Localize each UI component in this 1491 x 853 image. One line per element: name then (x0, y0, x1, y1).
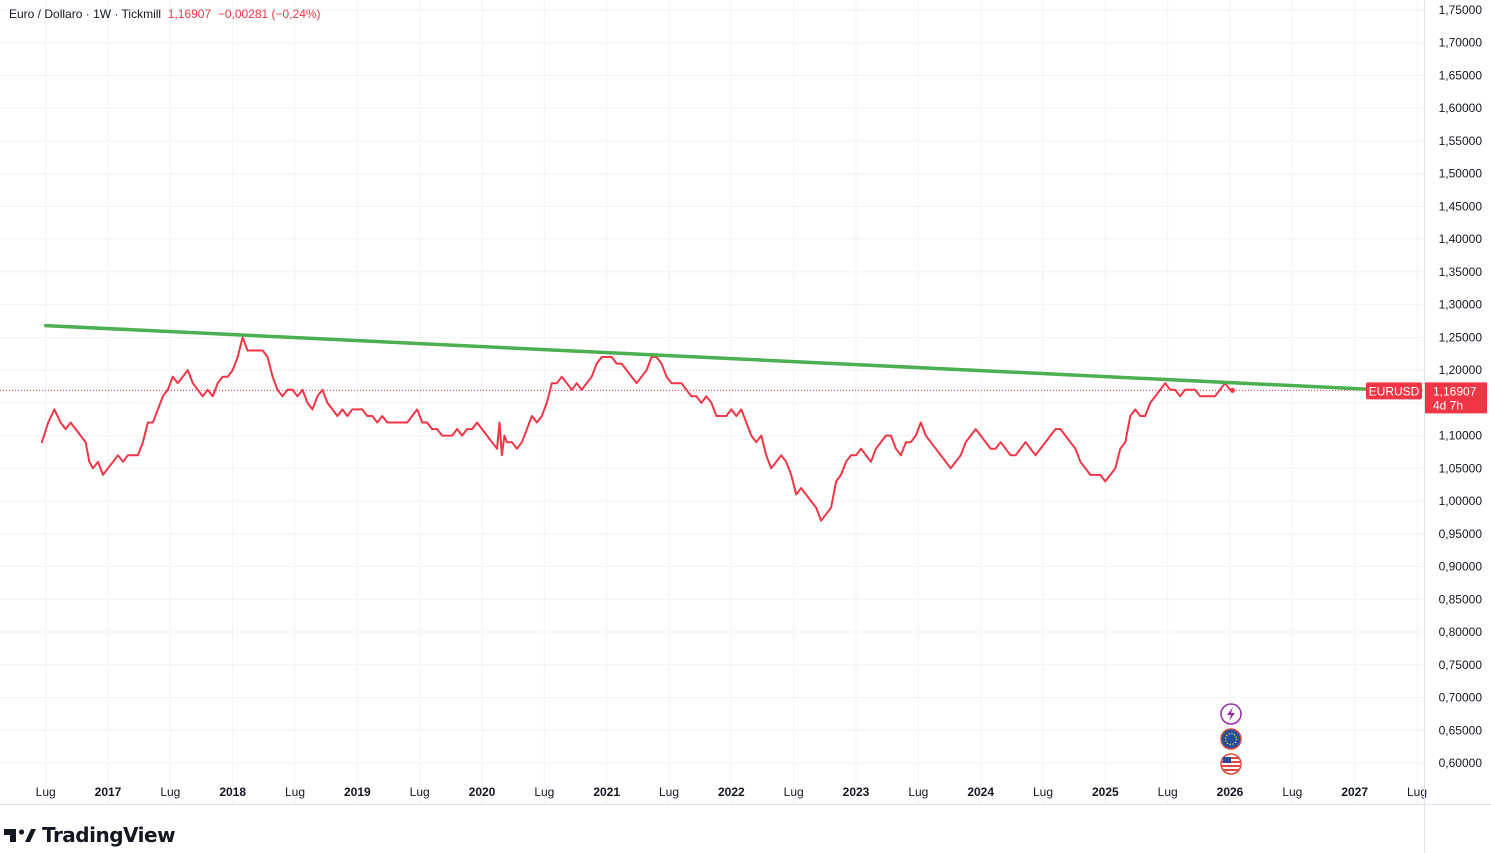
time-axis[interactable]: Lug 2017 Lug 2018 Lug 2019 Lug 2020 Lug 2021 Lug 20… (36, 785, 1427, 799)
lightning-icon[interactable] (1220, 703, 1242, 725)
legend-symbol: Euro / Dollaro (9, 7, 83, 21)
x-tick-label: 2020 (469, 785, 496, 799)
tradingview-logo-icon (4, 829, 36, 842)
x-tick-label: 2023 (843, 785, 870, 799)
y-tick-label: 1,75000 (1439, 3, 1483, 17)
x-tick-label: Lug (410, 785, 430, 799)
price-tag-symbol: EURUSD (1369, 384, 1420, 398)
x-tick-label: Lug (1033, 785, 1053, 799)
y-tick-label: 1,10000 (1439, 429, 1483, 443)
y-tick-label: 0,60000 (1439, 756, 1483, 770)
trendline[interactable] (43, 323, 1394, 393)
y-tick-label: 1,35000 (1439, 265, 1483, 279)
y-tick-label: 0,85000 (1439, 592, 1483, 606)
chart-legend[interactable]: Euro / Dollaro · 1W · Tickmill 1,16907 −… (9, 7, 321, 21)
y-tick-label: 1,60000 (1439, 101, 1483, 115)
x-tick-label: 2021 (593, 785, 620, 799)
price-tag-countdown: 4d 7h (1433, 398, 1463, 412)
legend-interval: 1W (93, 7, 112, 21)
tradingview-wordmark: TradingView (42, 823, 176, 847)
eu-flag-icon[interactable] (1220, 728, 1242, 750)
y-tick-label: 1,65000 (1439, 68, 1483, 82)
y-tick-label: 1,25000 (1439, 330, 1483, 344)
x-tick-label: 2025 (1092, 785, 1119, 799)
price-line[interactable] (40, 336, 1234, 522)
legend-broker: Tickmill (121, 7, 162, 21)
x-tick-label: 2026 (1217, 785, 1244, 799)
y-tick-label: 0,75000 (1439, 658, 1483, 672)
y-tick-label: 1,20000 (1439, 363, 1483, 377)
y-tick-label: 0,90000 (1439, 560, 1483, 574)
x-tick-label: 2022 (718, 785, 745, 799)
legend-separator: · (114, 7, 119, 21)
x-tick-label: 2024 (967, 785, 994, 799)
x-tick-label: 2019 (344, 785, 371, 799)
last-point-marker (1229, 387, 1235, 393)
x-tick-label: Lug (659, 785, 679, 799)
x-tick-label: Lug (784, 785, 804, 799)
y-tick-label: 1,45000 (1439, 199, 1483, 213)
legend-last-price: 1,16907 (167, 7, 212, 21)
y-tick-label: 1,55000 (1439, 134, 1483, 148)
tradingview-logo[interactable]: TradingView (4, 822, 176, 848)
y-tick-label: 1,50000 (1439, 167, 1483, 181)
price-tag-symbol-bg (1366, 382, 1422, 400)
x-tick-label: 2018 (219, 785, 246, 799)
x-tick-label: Lug (534, 785, 554, 799)
x-tick-label: 2027 (1341, 785, 1368, 799)
x-tick-label: Lug (36, 785, 56, 799)
y-tick-label: 0,80000 (1439, 625, 1483, 639)
event-icons[interactable] (1220, 703, 1242, 775)
series-layer (40, 323, 1394, 522)
y-tick-label: 0,70000 (1439, 691, 1483, 705)
y-tick-label: 1,30000 (1439, 298, 1483, 312)
legend-change: −0,00281 (−0,24%) (217, 7, 321, 21)
y-tick-label: 1,70000 (1439, 36, 1483, 50)
x-tick-label: Lug (908, 785, 928, 799)
x-tick-label: Lug (285, 785, 305, 799)
price-tag-price: 1,16907 (1433, 384, 1477, 398)
price-tag-price-bg (1425, 382, 1487, 414)
x-tick-label: Lug (1158, 785, 1178, 799)
x-tick-label: Lug (1282, 785, 1302, 799)
legend-separator: · (85, 7, 90, 21)
y-tick-label: 1,05000 (1439, 461, 1483, 475)
y-tick-label: 0,65000 (1439, 723, 1483, 737)
y-tick-label: 0,95000 (1439, 527, 1483, 541)
last-price-tag: EURUSD 1,16907 4d 7h (1366, 382, 1487, 414)
y-tick-label: 1,40000 (1439, 232, 1483, 246)
y-tick-label: 1,00000 (1439, 494, 1483, 508)
x-tick-label: 2017 (95, 785, 122, 799)
us-flag-icon[interactable] (1220, 753, 1242, 775)
x-tick-label: Lug (160, 785, 180, 799)
x-tick-label: Lug (1407, 785, 1427, 799)
chart-grid (0, 0, 1424, 804)
